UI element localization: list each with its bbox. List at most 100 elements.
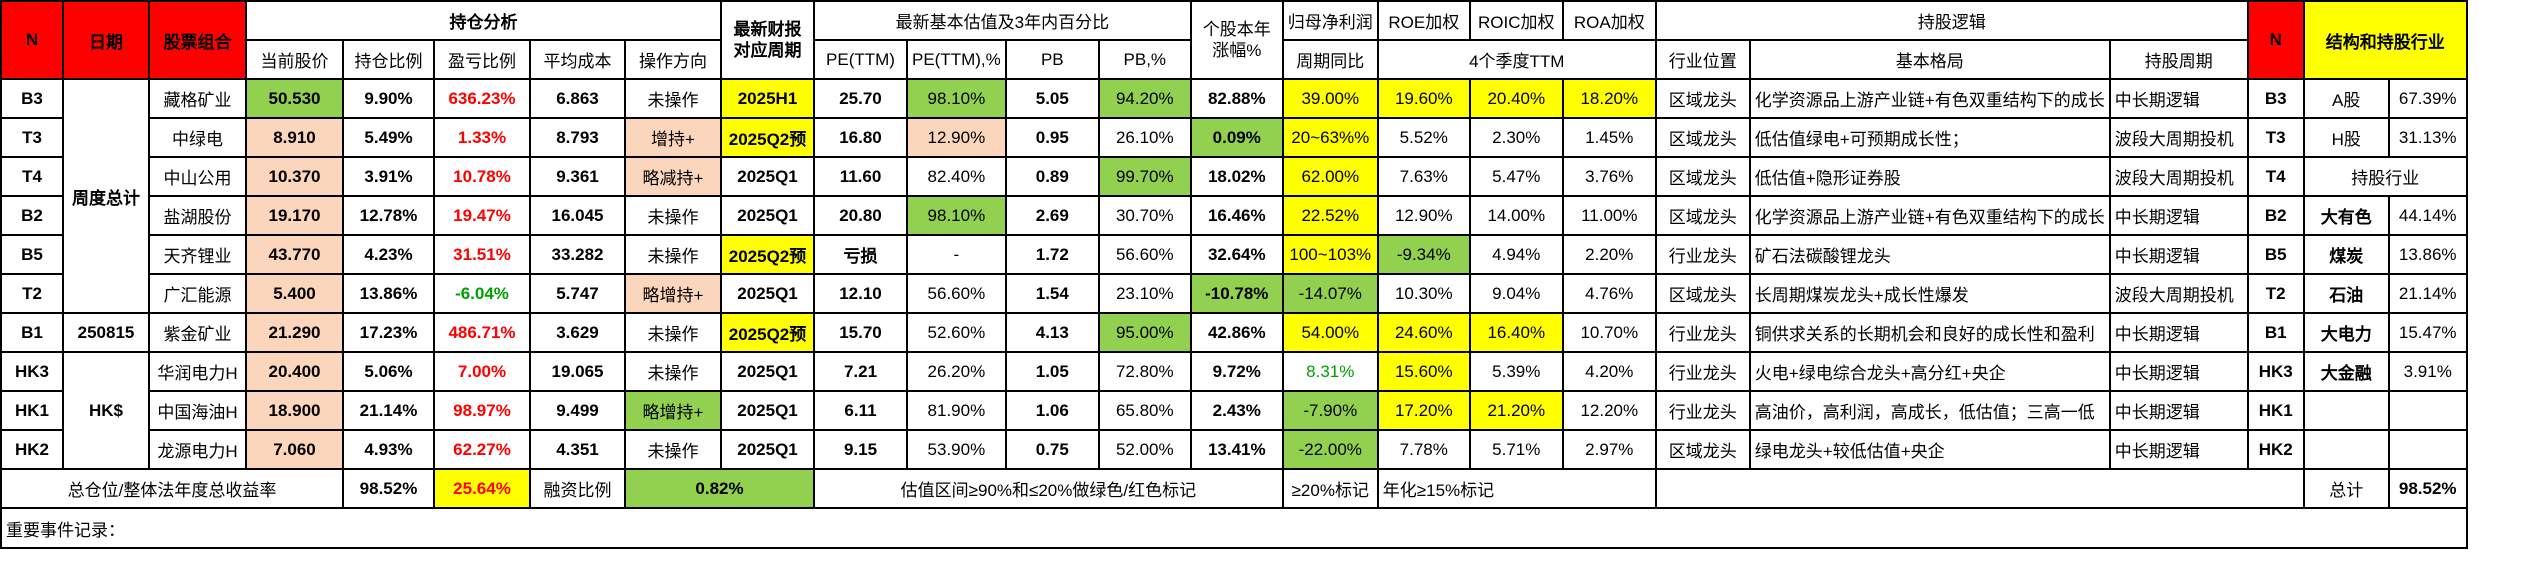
ytd-cell: 2.43% xyxy=(1189,390,1284,431)
row-id: B5 xyxy=(0,234,64,275)
stock-name: 中山公用 xyxy=(148,156,247,197)
right-value xyxy=(2387,429,2468,470)
cost-cell: 6.863 xyxy=(529,78,626,119)
pnl-cell: -6.04% xyxy=(433,273,531,314)
period-cell: 中长期逻辑 xyxy=(2108,234,2249,275)
pe-cell: 9.15 xyxy=(813,429,908,470)
pattern-cell: 高油价，高利润，高成长，低估值；三高一低 xyxy=(1748,390,2111,431)
yoy-cell: 54.00% xyxy=(1281,312,1379,353)
row-id: B3 xyxy=(0,78,64,119)
right-label: 煤炭 xyxy=(2302,234,2390,275)
pe-pct-cell: 98.10% xyxy=(906,195,1007,236)
roa-cell: 1.45% xyxy=(1561,117,1657,158)
stock-name: 龙源电力H xyxy=(148,429,247,470)
header-combo: 股票组合 xyxy=(148,0,247,80)
right-id: B3 xyxy=(2246,78,2305,119)
weight-cell: 13.86% xyxy=(342,273,435,314)
group-date: 250815 xyxy=(62,312,150,353)
right-id: T3 xyxy=(2246,117,2305,158)
pb-pct-cell: 30.70% xyxy=(1097,195,1192,236)
pnl-cell: 1.33% xyxy=(433,117,531,158)
position-cell: 区域龙头 xyxy=(1654,273,1751,314)
pb-pct-cell: 56.60% xyxy=(1097,234,1192,275)
price-cell: 7.060 xyxy=(245,429,344,470)
pe-cell: 16.80 xyxy=(813,117,908,158)
yoy-cell: 100~103% xyxy=(1281,234,1379,275)
pb-cell: 0.95 xyxy=(1004,117,1100,158)
header-valuation: 最新基本估值及3年内百分比 xyxy=(813,0,1192,41)
header-pb-pct: PB,% xyxy=(1097,39,1192,80)
header-roe: ROE加权 xyxy=(1376,0,1471,41)
group-hk: HK$ xyxy=(62,351,150,470)
roa-cell: 4.76% xyxy=(1561,273,1657,314)
row-id: B1 xyxy=(0,312,64,353)
position-cell: 行业龙头 xyxy=(1654,390,1751,431)
summary-margin-label: 融资比例 xyxy=(529,468,626,509)
roic-cell: 4.94% xyxy=(1468,234,1564,275)
pattern-cell: 长周期煤炭龙头+成长性爆发 xyxy=(1748,273,2111,314)
roe-cell: 7.63% xyxy=(1376,156,1471,197)
right-label: 持股行业 xyxy=(2302,156,2468,197)
header-structure: 结构和持股行业 xyxy=(2302,0,2468,80)
ytd-cell: 18.02% xyxy=(1189,156,1284,197)
period-cell: 中长期逻辑 xyxy=(2108,78,2249,119)
header-action: 操作方向 xyxy=(624,39,722,80)
position-cell: 区域龙头 xyxy=(1654,195,1751,236)
pe-pct-cell: - xyxy=(906,234,1007,275)
pnl-cell: 31.51% xyxy=(433,234,531,275)
roa-cell: 4.20% xyxy=(1561,351,1657,392)
summary-total-weight: 98.52% xyxy=(342,468,435,509)
roic-cell: 16.40% xyxy=(1468,312,1564,353)
header-net-profit: 归母净利润 xyxy=(1281,0,1379,41)
position-cell: 行业龙头 xyxy=(1654,351,1751,392)
header-date: 日期 xyxy=(62,0,150,80)
cost-cell: 9.361 xyxy=(529,156,626,197)
header-position: 行业位置 xyxy=(1654,39,1751,80)
header-n: N xyxy=(0,0,64,80)
pe-pct-cell: 82.40% xyxy=(906,156,1007,197)
period-cell: 中长期逻辑 xyxy=(2108,429,2249,470)
roa-cell: 18.20% xyxy=(1561,78,1657,119)
right-value: 31.13% xyxy=(2387,117,2468,158)
header-weight: 持仓比例 xyxy=(342,39,435,80)
position-cell: 区域龙头 xyxy=(1654,78,1751,119)
summary-ge20-note: ≥20%标记 xyxy=(1281,468,1379,509)
yoy-cell: -7.90% xyxy=(1281,390,1379,431)
right-id: T2 xyxy=(2246,273,2305,314)
right-label: 大电力 xyxy=(2302,312,2390,353)
pb-pct-cell: 52.00% xyxy=(1097,429,1192,470)
right-id: B5 xyxy=(2246,234,2305,275)
summary-total-value: 98.52% xyxy=(2387,468,2468,509)
stock-name: 中绿电 xyxy=(148,117,247,158)
pe-cell: 12.10 xyxy=(813,273,908,314)
action-cell: 未操作 xyxy=(624,78,722,119)
roic-cell: 5.71% xyxy=(1468,429,1564,470)
weight-cell: 5.06% xyxy=(342,351,435,392)
roa-cell: 12.20% xyxy=(1561,390,1657,431)
cost-cell: 8.793 xyxy=(529,117,626,158)
report-cell: 2025Q1 xyxy=(720,273,815,314)
table-row: HK1 中国海油H 18.900 21.14% 98.97% 9.499 略增持… xyxy=(0,390,2468,431)
period-cell: 波段大周期投机 xyxy=(2108,273,2249,314)
table-row: B2 盐湖股份 19.170 12.78% 19.47% 16.045 未操作 … xyxy=(0,195,2468,236)
ytd-cell: 13.41% xyxy=(1189,429,1284,470)
yoy-cell: 22.52% xyxy=(1281,195,1379,236)
price-cell: 20.400 xyxy=(245,351,344,392)
header-cost: 平均成本 xyxy=(529,39,626,80)
right-value: 13.86% xyxy=(2387,234,2468,275)
weight-cell: 21.14% xyxy=(342,390,435,431)
right-id: B2 xyxy=(2246,195,2305,236)
report-cell: 2025Q2预 xyxy=(720,117,815,158)
roa-cell: 10.70% xyxy=(1561,312,1657,353)
table-row: B5 天齐锂业 43.770 4.23% 31.51% 33.282 未操作 2… xyxy=(0,234,2468,275)
period-cell: 中长期逻辑 xyxy=(2108,312,2249,353)
report-cell: 2025Q1 xyxy=(720,390,815,431)
ytd-cell: 82.88% xyxy=(1189,78,1284,119)
cost-cell: 9.499 xyxy=(529,390,626,431)
cost-cell: 5.747 xyxy=(529,273,626,314)
action-cell: 未操作 xyxy=(624,234,722,275)
right-value: 21.14% xyxy=(2387,273,2468,314)
summary-annual-note: 年化≥15%标记 xyxy=(1376,468,1657,509)
action-cell: 略减持+ xyxy=(624,156,722,197)
pb-cell: 0.89 xyxy=(1004,156,1100,197)
